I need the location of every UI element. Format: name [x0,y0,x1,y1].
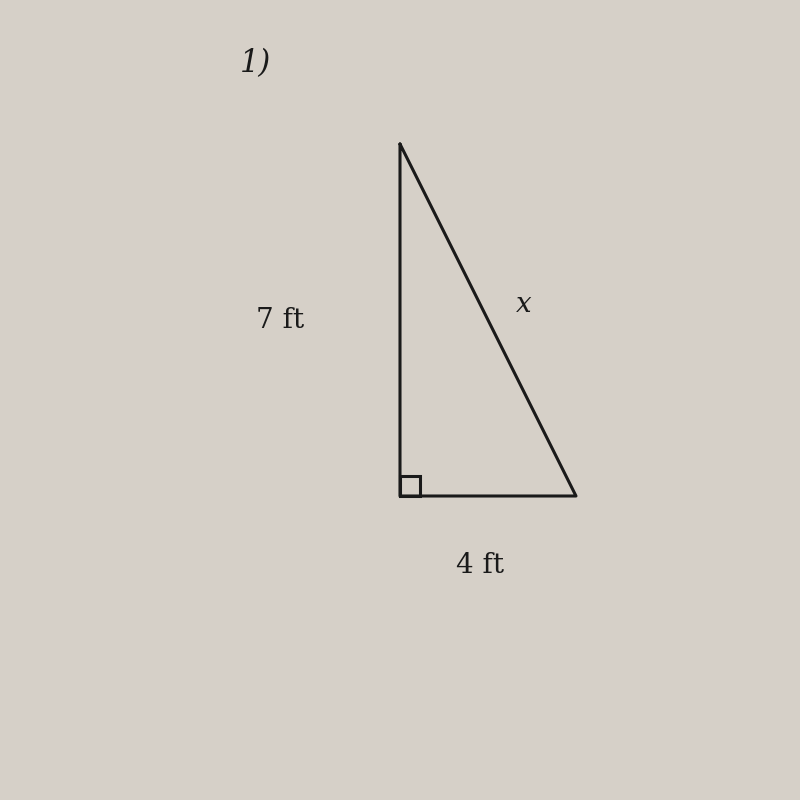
Text: 1): 1) [240,49,272,79]
Bar [400,476,420,496]
Text: x: x [516,290,532,318]
Text: 7 ft: 7 ft [256,306,304,334]
Text: 4 ft: 4 ft [456,552,504,579]
